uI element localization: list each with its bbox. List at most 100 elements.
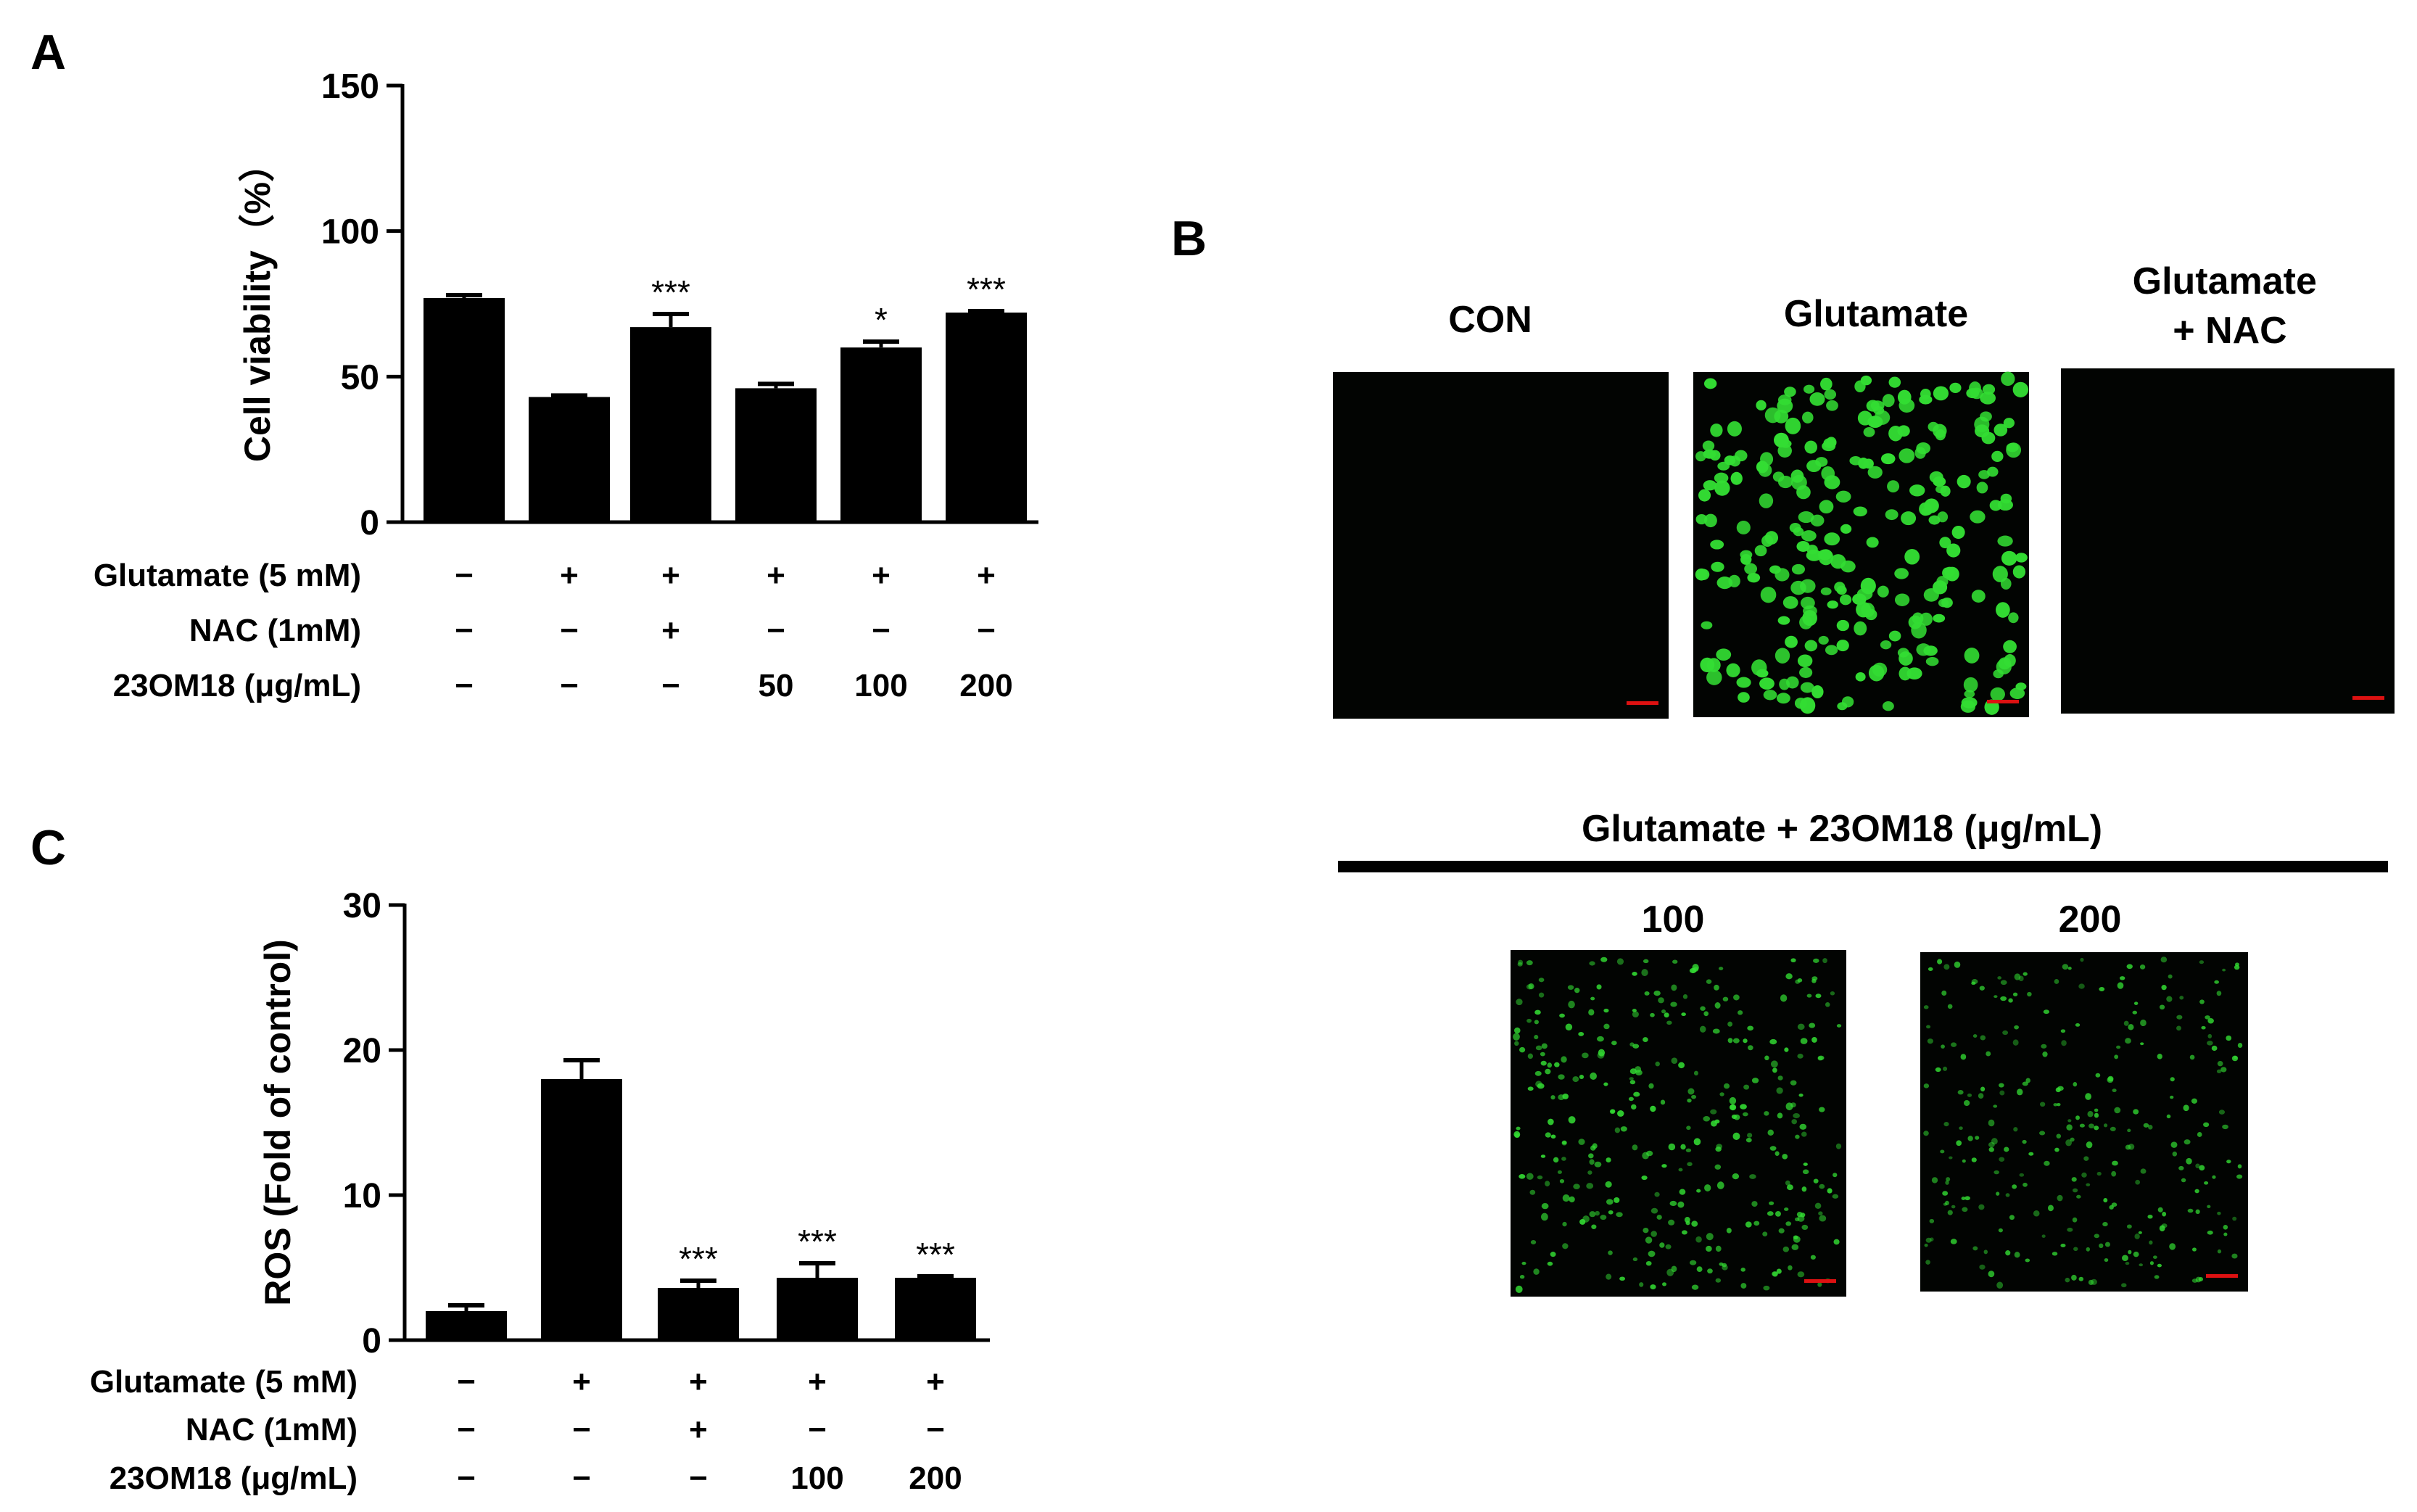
cell-dot — [1561, 1157, 1566, 1161]
treatment-mark: + — [767, 558, 785, 593]
cell-dot — [1681, 1012, 1686, 1017]
cell-dot — [1776, 1087, 1783, 1094]
cell-dot — [1796, 540, 1810, 552]
cell-dot — [1801, 1224, 1809, 1230]
cell-dot — [1733, 1114, 1740, 1120]
cell-dot — [2000, 493, 2012, 504]
cell-dot — [1561, 1141, 1567, 1145]
cell-dot — [1906, 667, 1922, 680]
cell-dot — [1629, 1077, 1634, 1081]
cell-dot — [1867, 466, 1883, 479]
cell-dot — [1727, 1021, 1733, 1027]
cell-dot — [1736, 677, 1751, 688]
y-tick-label: 100 — [321, 213, 379, 252]
treatment-mark: − — [560, 613, 579, 648]
cell-dot — [2179, 996, 2184, 1000]
image-title-glutamate-nac: Glutamate + NAC — [2133, 260, 2328, 352]
cell-dot — [1819, 500, 1834, 514]
cell-dot — [1681, 1230, 1687, 1235]
cell-dot — [1668, 1219, 1675, 1226]
cell-dot — [1691, 1284, 1699, 1290]
cell-dot — [1925, 1237, 1932, 1243]
cell-dot — [2138, 1231, 2142, 1234]
cell-dot — [1738, 692, 1750, 703]
cell-dot — [1990, 687, 2005, 701]
cell-dot — [2008, 998, 2013, 1003]
cell-dot — [1939, 537, 1951, 549]
cell-dot — [1639, 1282, 1644, 1287]
treatment-mark: − — [572, 1412, 591, 1447]
cell-dot — [2170, 1095, 2174, 1099]
cell-dot — [2218, 1110, 2225, 1115]
cell-dot — [1653, 990, 1661, 996]
cell-dot — [1800, 579, 1816, 593]
cell-dot — [2204, 1181, 2209, 1185]
cell-dot — [1825, 1002, 1830, 1007]
cell-dot — [1589, 961, 1595, 966]
significance-label: *** — [916, 1236, 955, 1273]
cell-dot — [2161, 985, 2167, 991]
cell-dot — [1714, 1119, 1720, 1124]
cell-dot — [1817, 1055, 1825, 1060]
cell-dot — [1759, 493, 1774, 508]
cell-dot — [1697, 569, 1710, 580]
cell-dot — [2087, 1111, 2094, 1118]
cell-dot — [1714, 1002, 1721, 1009]
cell-dot — [1782, 1246, 1790, 1252]
cell-dot — [1976, 482, 1988, 494]
cell-dot — [2103, 1123, 2108, 1128]
cell-dot — [1999, 1090, 2005, 1096]
cell-dot — [1980, 411, 1992, 422]
micrograph — [1693, 371, 2029, 717]
cell-dot — [1764, 407, 1781, 424]
cell-dot — [2159, 1225, 2165, 1232]
cell-dot — [1715, 1245, 1722, 1252]
bar — [541, 1079, 622, 1340]
cell-dot — [1956, 1140, 1962, 1147]
cell-dot — [1774, 568, 1790, 582]
cell-dot — [2216, 1069, 2222, 1074]
cell-dot — [1515, 1285, 1523, 1294]
cell-dot — [2056, 1103, 2061, 1107]
cell-dot — [1811, 685, 1824, 699]
cell-dot — [2135, 1179, 2141, 1185]
cell-dot — [1582, 1215, 1590, 1223]
cell-dot — [2226, 1160, 2231, 1164]
cell-dot — [1633, 1091, 1640, 1097]
cell-dot — [2022, 1139, 2027, 1144]
cell-dot — [1533, 1268, 1540, 1275]
cell-dot — [2195, 1209, 2200, 1215]
cell-dot — [1941, 1044, 1945, 1049]
cell-dot — [2081, 1172, 2087, 1178]
cell-dot — [1991, 450, 2004, 462]
cell-dot — [1689, 967, 1697, 974]
cell-dot — [1578, 1139, 1585, 1145]
cell-dot — [1589, 1211, 1596, 1218]
cell-dot — [1669, 1200, 1677, 1207]
cell-dot — [2223, 1232, 2228, 1236]
cell-dot — [1801, 1131, 1807, 1137]
cell-dot — [1610, 1109, 1616, 1113]
cell-dot — [2065, 1139, 2073, 1147]
cell-dot — [1945, 1200, 1949, 1205]
cell-dot — [1545, 1132, 1551, 1138]
cell-dot — [1513, 1131, 1521, 1138]
scale-bar — [1627, 701, 1658, 705]
cell-dot — [1888, 630, 1901, 642]
cell-dot — [1772, 1271, 1778, 1277]
cell-dot — [1980, 1086, 1986, 1092]
cell-dot — [1677, 1201, 1685, 1208]
cell-dot — [2114, 1107, 2121, 1114]
cell-dot — [1616, 1212, 1623, 1218]
cell-dot — [1980, 1035, 1986, 1041]
cell-dot — [1617, 1110, 1624, 1117]
cell-dot — [1804, 640, 1818, 652]
cell-dot — [1590, 1072, 1597, 1080]
cell-dot — [1590, 1145, 1596, 1151]
cell-dot — [1942, 1066, 1948, 1071]
cell-dot — [2133, 1251, 2139, 1257]
cell-dot — [1573, 1183, 1580, 1189]
cell-dot — [1632, 1257, 1638, 1262]
cell-dot — [1606, 1273, 1612, 1280]
cell-dot — [1797, 1053, 1804, 1059]
